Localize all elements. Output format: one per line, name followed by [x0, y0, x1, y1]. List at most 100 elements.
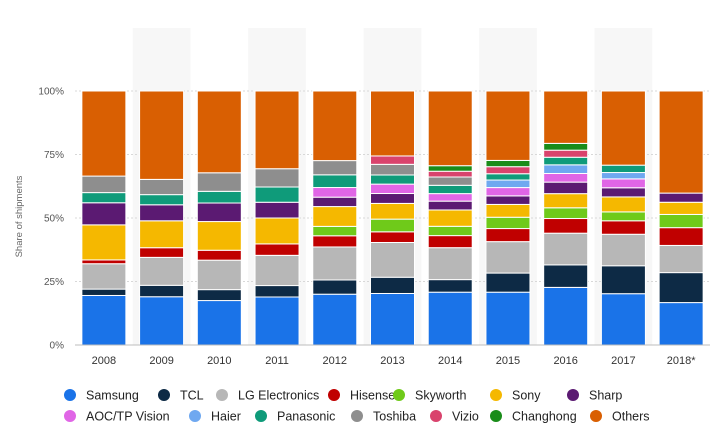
legend-item-hisense[interactable]: Hisense	[328, 389, 395, 403]
bar-segment-hisense-2013	[370, 231, 415, 243]
legend-item-changhong[interactable]: Changhong	[490, 410, 577, 424]
bar-segment-sony-2010	[196, 221, 242, 251]
axes-layer: 0% 25% 50% 75% 100% Share of shipments 2008 200…	[14, 87, 710, 367]
bar-segment-lg-electronics-2009	[139, 256, 185, 286]
bar-segment-others-2013	[370, 90, 415, 157]
legend-label: Sony	[512, 389, 541, 403]
bar-segment-tcl-2014	[427, 279, 473, 293]
legend: Samsung TCL LG Electronics Hisense Skyworth S…	[64, 389, 650, 424]
y-tick-label: 25%	[44, 277, 64, 288]
bar-segment-haier-2015	[485, 179, 531, 189]
bar-segment-tcl-2010	[196, 289, 242, 302]
bar-segment-tcl-2016	[543, 264, 589, 288]
bar-segment-tcl-2012	[312, 279, 358, 295]
bar-segment-hisense-2016	[543, 218, 589, 234]
bar-segment-lg-electronics-2014	[427, 247, 473, 281]
legend-item-skyworth[interactable]: Skyworth	[393, 389, 466, 403]
bar-segment-aoc-tp-vision-2016	[543, 172, 589, 183]
y-tick-label: 0%	[50, 341, 65, 352]
bar-segment-sony-2018	[658, 201, 704, 215]
bar-segment-toshiba-2012	[312, 160, 358, 176]
legend-item-toshiba[interactable]: Toshiba	[351, 410, 416, 424]
bar-segment-sharp-2016	[543, 181, 589, 195]
bar-segment-others-2016	[543, 90, 589, 144]
bar-segment-changhong-2015	[485, 159, 531, 168]
legend-item-tcl[interactable]: TCL	[158, 389, 204, 403]
bar-segment-panasonic-2012	[312, 174, 358, 189]
bar-segment-skyworth-2018	[658, 213, 704, 229]
bar-segment-samsung-2011	[254, 296, 300, 346]
x-tick-label: 2013	[380, 355, 404, 367]
bar-segment-others-2010	[196, 90, 242, 174]
bar-segment-lg-electronics-2012	[312, 246, 358, 281]
bar-segment-sharp-2012	[312, 196, 358, 208]
x-tick-label: 2014	[438, 355, 462, 367]
bar-segment-lg-electronics-2018	[658, 244, 704, 274]
bar-segment-panasonic-2014	[427, 184, 473, 195]
x-tick-label: 2008	[92, 355, 116, 367]
bar-segment-skyworth-2014	[427, 225, 473, 237]
bar-segment-toshiba-2008	[81, 175, 127, 194]
legend-label: Changhong	[512, 410, 577, 424]
legend-swatch	[490, 410, 502, 422]
legend-item-lg-electronics[interactable]: LG Electronics	[216, 389, 319, 403]
bar-segment-toshiba-2011	[254, 168, 300, 188]
legend-item-sony[interactable]: Sony	[490, 389, 541, 403]
legend-item-vizio[interactable]: Vizio	[430, 410, 479, 424]
bar-segment-hisense-2015	[485, 228, 531, 243]
bar-segment-panasonic-2009	[139, 194, 185, 206]
bar-segment-panasonic-2015	[485, 173, 531, 181]
legend-label: Panasonic	[277, 410, 335, 424]
bar-segment-hisense-2012	[312, 235, 358, 248]
legend-item-others[interactable]: Others	[590, 410, 650, 424]
bar-segment-aoc-tp-vision-2015	[485, 187, 531, 197]
bar-segment-others-2008	[81, 90, 127, 177]
y-tick-label: 75%	[44, 150, 64, 161]
bar-segment-others-2018	[658, 90, 704, 194]
bar-segment-sharp-2014	[427, 200, 473, 211]
legend-label: Sharp	[589, 389, 622, 403]
x-tick-label: 2010	[207, 355, 231, 367]
bar-segment-sharp-2017	[600, 187, 646, 198]
legend-swatch	[567, 389, 579, 401]
legend-label: Samsung	[86, 389, 139, 403]
legend-item-aoc-tp-vision[interactable]: AOC/TP Vision	[64, 410, 170, 424]
bar-segment-tcl-2008	[81, 288, 127, 296]
bar-segment-sony-2014	[427, 209, 473, 227]
bar-segment-panasonic-2010	[196, 190, 242, 204]
legend-item-samsung[interactable]: Samsung	[64, 389, 139, 403]
legend-swatch	[216, 389, 228, 401]
bar-segment-others-2011	[254, 90, 300, 170]
bar-segment-sony-2008	[81, 224, 127, 261]
bar-segment-tcl-2011	[254, 285, 300, 298]
bar-segment-sharp-2010	[196, 202, 242, 223]
legend-item-sharp[interactable]: Sharp	[567, 389, 622, 403]
bar-segment-vizio-2016	[543, 149, 589, 158]
x-tick-label: 2009	[149, 355, 173, 367]
x-tick-label: 2012	[323, 355, 347, 367]
bar-segment-sony-2013	[370, 202, 415, 220]
bar-segment-tcl-2015	[485, 272, 531, 293]
bar-segment-haier-2016	[543, 164, 589, 174]
legend-item-panasonic[interactable]: Panasonic	[255, 410, 335, 424]
bar-segment-haier-2017	[600, 172, 646, 180]
bar-segment-hisense-2008	[81, 259, 127, 265]
bar-segment-sharp-2013	[370, 193, 415, 204]
bar-segment-sony-2011	[254, 217, 300, 245]
bar-segment-toshiba-2010	[196, 172, 242, 192]
legend-item-haier[interactable]: Haier	[189, 410, 241, 424]
bar-segment-vizio-2015	[485, 166, 531, 175]
bar-segment-sharp-2009	[139, 204, 185, 222]
x-tick-label: 2018*	[667, 355, 696, 367]
legend-label: AOC/TP Vision	[86, 410, 170, 424]
bar-segment-hisense-2011	[254, 243, 300, 256]
bar-segment-sony-2012	[312, 206, 358, 227]
bar-segment-lg-electronics-2017	[600, 233, 646, 267]
legend-swatch	[590, 410, 602, 422]
bar-segment-toshiba-2009	[139, 178, 185, 196]
bar-segment-hisense-2010	[196, 249, 242, 261]
legend-label: Haier	[211, 410, 241, 424]
bar-segment-skyworth-2017	[600, 211, 646, 222]
